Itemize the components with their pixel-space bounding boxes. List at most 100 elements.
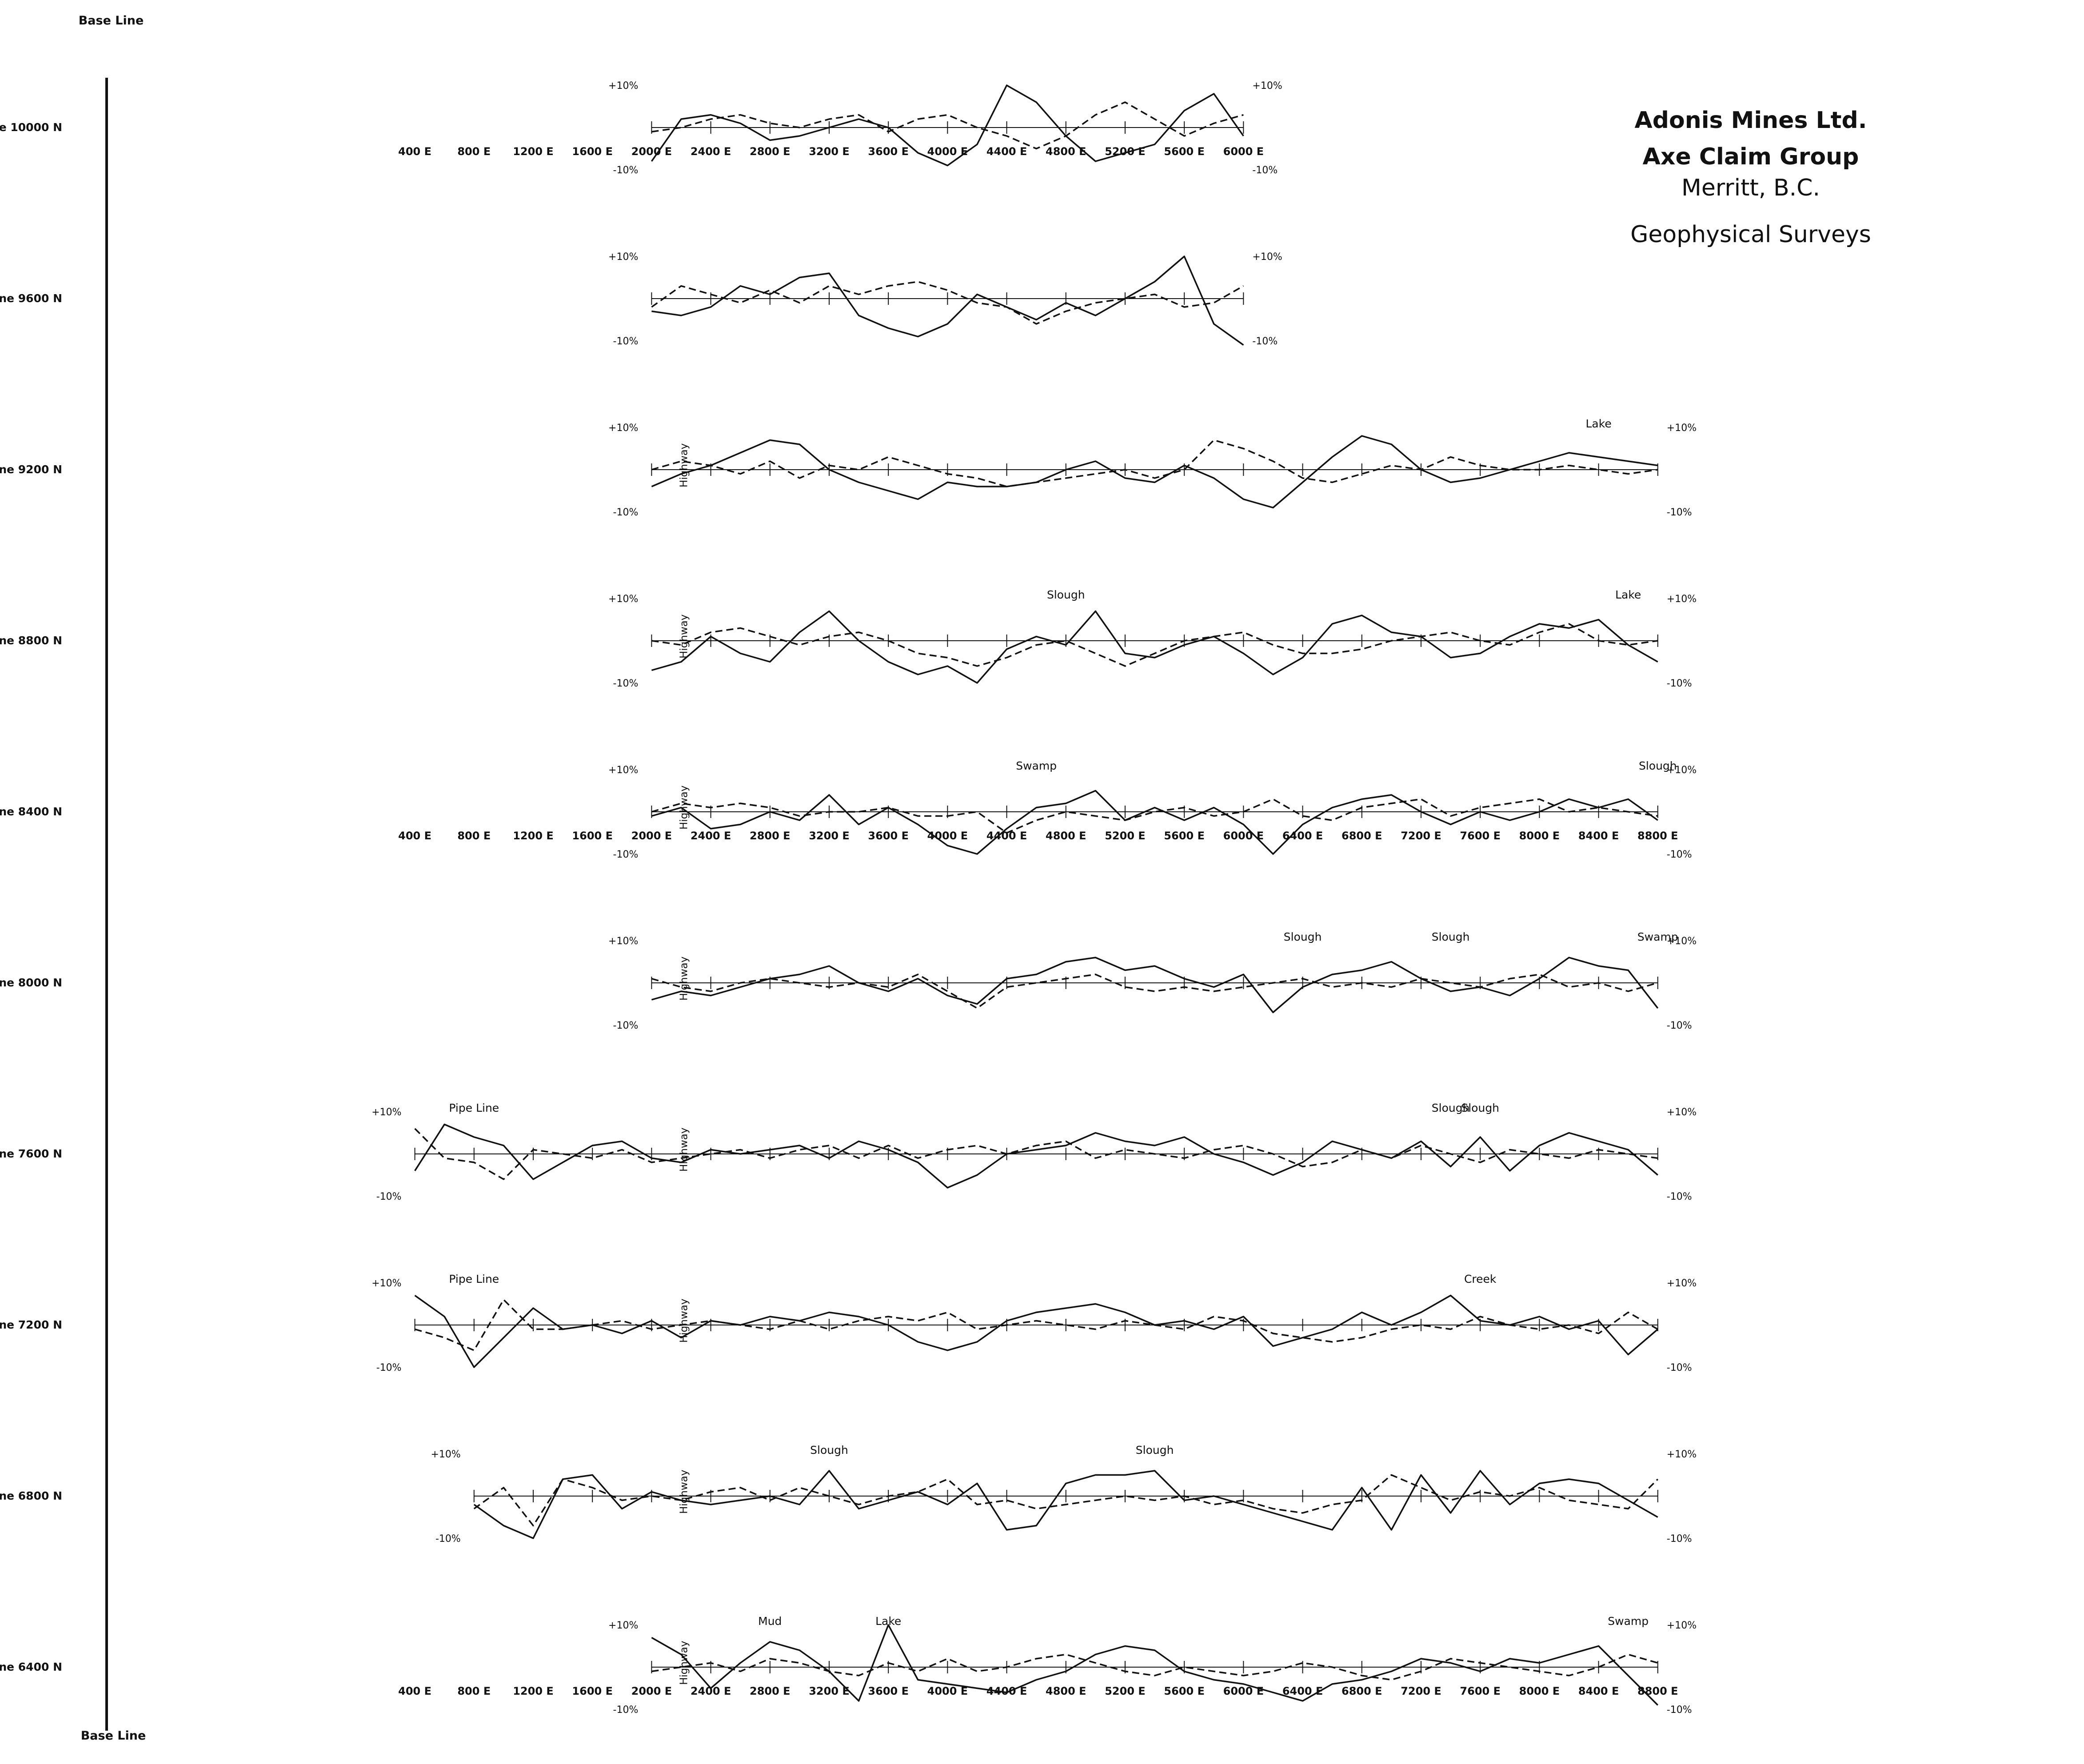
station-label: 3600 E [868,1685,909,1697]
station-label: 2000 E [631,1685,672,1697]
line-label: Line 6400 N [0,1660,62,1673]
station-label: 3200 E [809,830,850,842]
station-label: 1600 E [572,1685,613,1697]
station-label: 800 E [457,145,491,158]
line-label: Line 7200 N [0,1318,62,1331]
dashed-profile-trace [415,1299,1658,1351]
highway-marker: Highway [678,443,690,487]
station-label: 8000 E [1519,830,1560,842]
scale-minus-label: -10% [613,849,639,860]
scale-minus-label-right: -10% [1667,678,1692,689]
line-label: Line 8400 N [0,805,62,818]
line-label: Line 9200 N [0,463,62,476]
station-label: 4400 E [986,145,1027,158]
station-label: 1600 E [572,830,613,842]
claim-group-name: Axe Claim Group [1643,144,1859,170]
line-label: Line 9600 N [0,292,62,305]
solid-profile-trace [414,1123,1658,1189]
station-label: 400 E [398,1685,431,1697]
terrain-note: Slough [1136,1444,1174,1457]
station-label: 4800 E [1046,830,1086,842]
profile-line-8000-n: Line 8000 N +10% -10% +10% -10% Highway Slough… [0,930,1697,1031]
solid-profile-trace [651,610,1658,684]
line-label: Line 7600 N [0,1147,62,1160]
scale-minus-label: -10% [376,1362,402,1373]
solid-profile-trace [651,435,1658,509]
line-label: Line 6800 N [0,1489,62,1502]
scale-plus-label: +10% [431,1449,460,1460]
station-label: 2800 E [750,1685,790,1697]
scale-plus-label-right: +10% [1252,80,1282,92]
station-label: 1200 E [513,830,554,842]
profile-lines: Line 10000 N +10% -10% +10% -10% 400 E 800 E 12… [0,80,1697,1716]
station-label: 7200 E [1401,1685,1441,1697]
station-label: 2400 E [691,830,731,842]
scale-minus-label: -10% [613,678,639,689]
station-label: 5200 E [1105,1685,1146,1697]
station-label: 7200 E [1401,830,1441,842]
station-label: 5600 E [1164,830,1205,842]
scale-minus-label-right: -10% [1667,507,1692,518]
scale-minus-label-right: -10% [1667,1020,1692,1031]
highway-marker: Highway [678,615,690,659]
scale-plus-label-right: +10% [1667,1278,1697,1289]
station-label: 4000 E [927,1685,968,1697]
station-label: 2400 E [691,1685,731,1697]
station-label: 8000 E [1519,1685,1560,1697]
scale-minus-label: -10% [613,336,639,347]
scale-minus-label: -10% [376,1191,402,1202]
profile-line-10000-n: Line 10000 N +10% -10% +10% -10% 400 E 800 E 12… [0,80,1282,176]
profile-line-8800-n: Line 8800 N +10% -10% +10% -10% Highway Slough… [0,588,1697,689]
station-label: 400 E [398,145,431,158]
line-label: Line 8800 N [0,634,62,647]
scale-plus-label: +10% [608,765,638,776]
highway-marker: Highway [678,957,690,1001]
solid-profile-trace [414,1294,1658,1368]
station-label: 2000 E [631,830,672,842]
scale-plus-label-right: +10% [1252,251,1282,263]
base-line-label-top: Base Line [79,14,144,28]
station-label: 5600 E [1164,145,1205,158]
profile-line-6800-n: Line 6800 N +10% -10% +10% -10% Highway Slough… [0,1444,1697,1544]
solid-profile-trace [651,957,1659,1014]
station-label: 6400 E [1282,830,1323,842]
dashed-profile-trace [651,439,1658,487]
scale-minus-label-right: -10% [1252,336,1278,347]
terrain-note: Swamp [1608,1615,1649,1628]
profile-line-7600-n: Line 7600 N +10% -10% +10% -10% Highway Pipe L… [0,1102,1697,1202]
terrain-note: Lake [1615,588,1641,601]
scale-minus-label: -10% [613,1704,639,1716]
terrain-note: Slough [1461,1102,1499,1114]
terrain-note: Slough [1047,588,1085,601]
terrain-note: Slough [810,1444,848,1457]
scale-plus-label-right: +10% [1667,1107,1697,1118]
terrain-note: Pipe Line [449,1273,499,1285]
dashed-profile-trace [651,101,1244,150]
station-label: 8400 E [1578,1685,1619,1697]
solid-profile-trace [651,790,1658,855]
station-label: 8400 E [1578,830,1619,842]
solid-profile-trace [651,84,1244,167]
station-label: 5600 E [1164,1685,1205,1697]
terrain-note: Swamp [1637,930,1678,943]
dashed-profile-trace [414,1128,1658,1180]
solid-profile-trace [651,255,1244,346]
solid-profile-trace [473,1470,1658,1539]
station-label: 7600 E [1460,830,1501,842]
station-label: 5200 E [1105,145,1146,158]
station-label: 1600 E [572,145,613,158]
dashed-profile-trace [651,1653,1658,1681]
scale-plus-label: +10% [608,594,638,605]
title-block: Adonis Mines Ltd. Axe Claim Group Merrit… [1630,107,1871,248]
terrain-note: Mud [758,1615,782,1628]
station-label: 8800 E [1637,830,1678,842]
terrain-note: Slough [1639,759,1677,772]
scale-plus-label-right: +10% [1667,1620,1697,1631]
highway-marker: Highway [678,1128,690,1172]
scale-plus-label-right: +10% [1667,936,1697,947]
scale-plus-label: +10% [608,251,638,263]
terrain-note: Slough [1284,930,1322,943]
